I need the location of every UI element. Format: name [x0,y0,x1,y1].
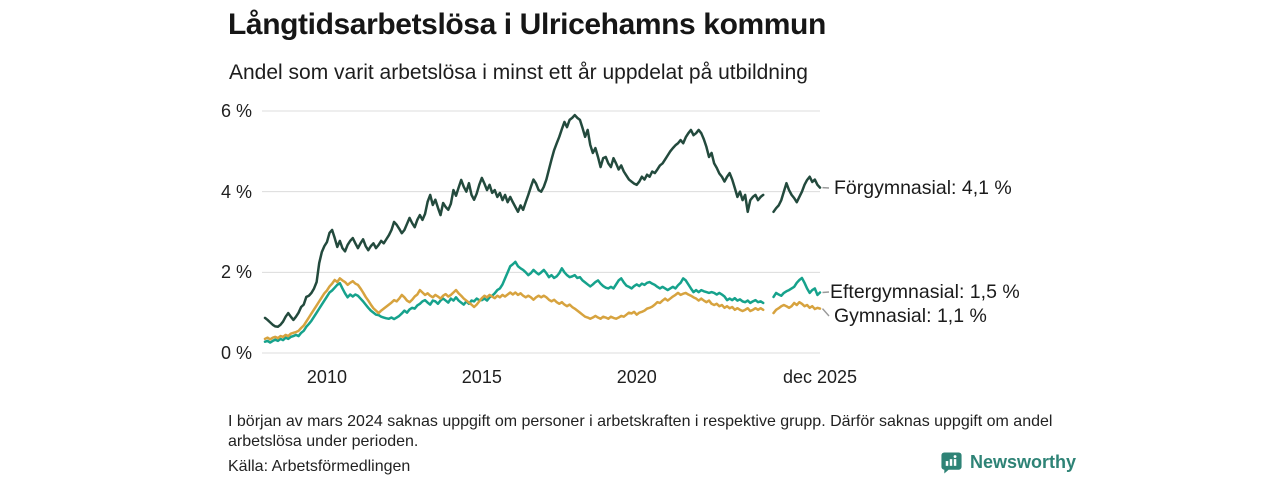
chart-footnote: I början av mars 2024 saknas uppgift om … [228,413,1053,450]
logo-bar-1 [945,461,949,466]
x-axis-tick-label: dec 2025 [782,367,858,387]
label-leader-dash [822,291,830,294]
series-line-förgymnasial [263,113,822,329]
chart-subtitle: Andel som varit arbetslösa i minst ett å… [229,61,808,84]
series-end-label-gymnasial: Gymnasial: 1,1 % [834,305,987,327]
y-axis-tick-label: 6 % [220,101,252,121]
series-line-eftergymnasial [263,260,822,344]
chart-title: Långtidsarbetslösa i Ulricehamns kommun [228,8,826,41]
newsworthy-logo-icon [941,452,962,474]
y-axis-tick-label: 0 % [220,343,252,363]
newsworthy-logo-text: Newsworthy [970,452,1077,472]
series-end-label-eftergymnasial: Eftergymnasial: 1,5 % [830,281,1020,303]
series-end-label-forgymnasial: Förgymnasial: 4,1 % [834,177,1012,199]
series-line-gymnasial [263,277,822,341]
y-axis-tick-label: 2 % [220,262,252,283]
y-axis-tick-label: 4 % [220,181,252,202]
x-axis-tick-label: 2020 [616,367,657,387]
x-axis-tick-label: 2015 [461,367,502,387]
label-leader-dash [821,308,830,317]
source-attribution: Källa: Arbetsförmedlingen [228,458,411,475]
logo-dot [953,455,957,458]
logo-bar-2 [949,459,953,466]
x-axis-tick-label: 2010 [306,367,347,387]
logo-bar-3 [953,459,957,466]
newsworthy-logo: Newsworthy [940,451,1076,474]
line-chart-plot [262,110,830,354]
